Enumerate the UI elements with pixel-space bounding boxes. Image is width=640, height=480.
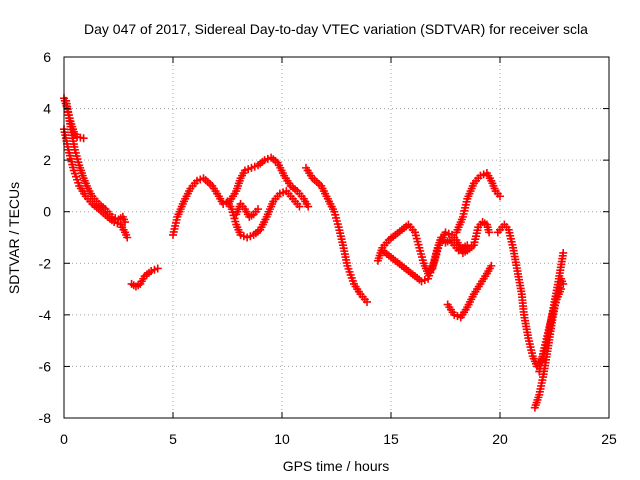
x-tick-label: 0 — [60, 431, 68, 447]
y-tick-label: -2 — [39, 255, 52, 271]
series-track-d — [127, 264, 162, 291]
data-layer — [60, 94, 568, 412]
series-track-n — [530, 274, 568, 412]
series-track-e — [169, 153, 313, 239]
y-axis-label: SDTVAR / TECUs — [6, 182, 22, 294]
y-tick-label: 6 — [43, 49, 51, 65]
series-track-l — [443, 261, 496, 322]
data-point — [496, 192, 504, 201]
x-tick-label: 15 — [383, 431, 399, 447]
x-tick-label: 5 — [169, 431, 177, 447]
x-tick-label: 25 — [601, 431, 617, 447]
series-track-h — [301, 163, 372, 306]
data-point — [304, 202, 313, 211]
data-point — [487, 261, 496, 270]
data-point — [295, 202, 304, 211]
data-point — [363, 297, 372, 306]
data-point — [559, 279, 568, 288]
data-point — [121, 218, 130, 227]
x-axis-label: GPS time / hours — [283, 458, 390, 474]
grid — [64, 57, 609, 418]
data-point — [254, 205, 263, 214]
series-track-j — [378, 218, 494, 286]
series-track-o — [535, 285, 566, 376]
series-track-c — [62, 96, 130, 227]
data-point — [485, 228, 494, 237]
data-point — [557, 285, 566, 294]
data-point — [79, 134, 88, 143]
data-point — [559, 248, 568, 257]
plot-frame — [63, 56, 610, 419]
y-tick-label: 0 — [43, 204, 51, 220]
series-track-b — [60, 125, 132, 242]
y-tick-label: 2 — [43, 152, 51, 168]
chart-title: Day 047 of 2017, Sidereal Day-to-day VTE… — [84, 21, 588, 37]
axes: 0 5 10 15 20 25 -8 -6 -4 -2 0 2 4 6 — [39, 49, 617, 447]
data-point — [123, 233, 132, 242]
series-track-k — [452, 169, 504, 237]
series-track-g — [232, 199, 263, 221]
x-tick-label: 20 — [492, 431, 508, 447]
y-tick-label: -8 — [39, 410, 52, 426]
y-tick-label: 4 — [43, 101, 51, 117]
data-point — [153, 264, 162, 273]
y-tick-label: -4 — [39, 307, 52, 323]
x-tick-label: 10 — [274, 431, 290, 447]
y-tick-label: -6 — [39, 358, 52, 374]
